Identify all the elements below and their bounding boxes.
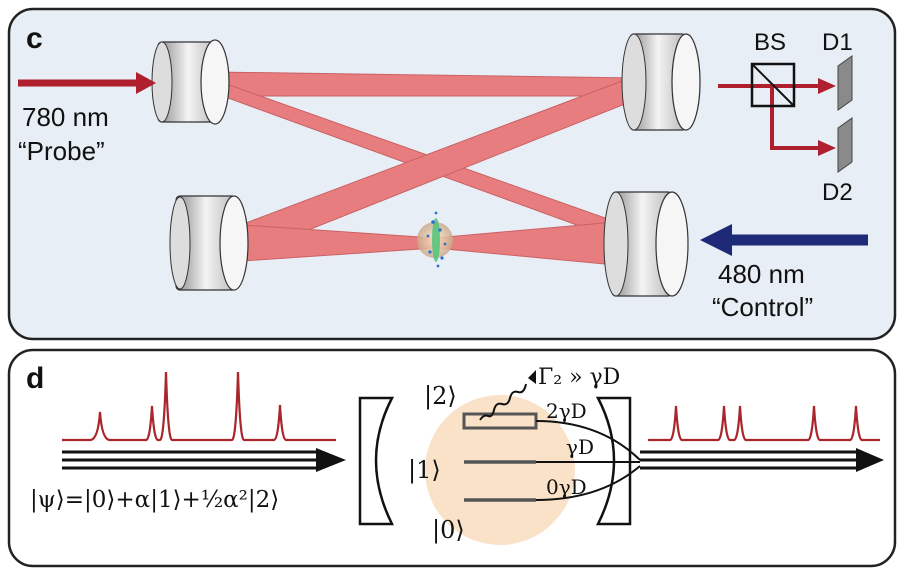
- output-arrowhead-d2: [818, 140, 836, 156]
- probe-label: “Probe”: [18, 136, 105, 166]
- output-d-arrowhead: [856, 448, 884, 472]
- decay-label: Γ₂ » γD: [538, 365, 620, 390]
- control-label: “Control”: [712, 292, 813, 322]
- probe-arrowhead: [136, 72, 156, 94]
- input-beam-arrow: [62, 450, 320, 470]
- detector-d2: [837, 117, 853, 173]
- control-wavelength: 480 nm: [718, 259, 805, 289]
- input-spectrum: [62, 371, 336, 442]
- decay-arrowhead: [528, 370, 536, 384]
- d1-label: D1: [822, 29, 853, 56]
- mirror-bottom-right: [603, 191, 689, 297]
- panel-d-letter: d: [26, 362, 44, 395]
- level-0-label: |0⟩: [432, 516, 465, 545]
- rate-0-label: 0γD: [546, 475, 587, 499]
- level-2-label: |2⟩: [424, 382, 457, 411]
- rate-2-label: 2γD: [546, 399, 587, 423]
- probe-wavelength: 780 nm: [22, 102, 109, 132]
- d2-label: D2: [822, 179, 853, 206]
- detector-d1: [837, 55, 853, 111]
- beam-splitter: [750, 62, 796, 108]
- atom-cloud: [417, 211, 453, 268]
- input-arrowhead: [316, 448, 346, 472]
- panel-d: d |ψ⟩=|0⟩+α|1⟩+½α²|2⟩ |2⟩ |1⟩ |0⟩ Γ₂ » γ…: [7, 348, 897, 568]
- atom-blob: [425, 395, 575, 545]
- control-arrowhead: [700, 224, 732, 256]
- rate-lines: [535, 420, 641, 501]
- mirror-top-left: [151, 39, 230, 125]
- rate-1-label: γD: [566, 435, 594, 459]
- output-spectrum: [648, 405, 880, 442]
- output-arrowhead-d1: [818, 78, 836, 94]
- level-1-label: |1⟩: [408, 456, 441, 485]
- output-beam-arrow: [640, 450, 862, 470]
- decay-wavy-arrow: [479, 383, 527, 421]
- mirror-bottom-left: [169, 195, 249, 291]
- panel-c: c: [7, 7, 897, 341]
- state-formula: |ψ⟩=|0⟩+α|1⟩+½α²|2⟩: [30, 487, 279, 513]
- cavity-mirror-left: [358, 396, 395, 526]
- mirror-top-right: [621, 33, 701, 131]
- panel-c-letter: c: [26, 22, 43, 55]
- bs-label: BS: [754, 29, 786, 56]
